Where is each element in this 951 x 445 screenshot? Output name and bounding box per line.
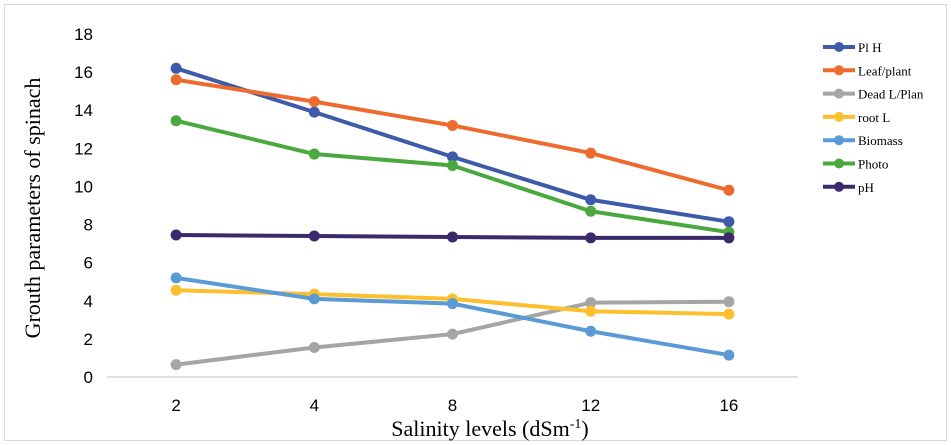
legend-item: Biomass [823,133,903,148]
series-1 [170,74,735,196]
legend-label: Photo [858,157,888,172]
data-point [723,296,735,308]
legend-item: Leaf/plant [823,63,912,78]
data-point [308,230,320,242]
x-tick-label: 8 [448,396,457,415]
data-point [308,341,320,353]
data-point [170,272,182,284]
legend-swatch-marker [834,88,844,99]
y-tick-label: 10 [74,177,93,196]
data-point [308,106,320,118]
data-point [723,349,735,361]
y-tick-label: 4 [84,292,93,311]
x-axis-title-superscript: -1 [570,417,582,432]
legend-item: Pl H [823,40,881,55]
data-point [585,297,597,309]
x-tick-label: 12 [581,396,600,415]
legend-label: Pl H [858,40,881,55]
data-point [723,216,735,228]
x-axis: 2 4 8 12 16 [107,376,798,415]
data-point [170,74,182,86]
y-axis-title: Grouth parameters of spinach [20,78,45,339]
data-point [447,119,458,131]
series-layer [170,62,735,371]
data-point [308,96,320,108]
data-point [308,293,320,305]
data-point [308,148,320,160]
legend-swatch-marker [834,65,844,76]
data-point [723,232,735,244]
x-tick-label: 4 [310,396,319,415]
data-point [585,232,597,244]
legend-item: root L [823,110,890,125]
x-axis-title-main: Salinity levels (dSm [391,416,569,441]
y-tick-label: 14 [74,101,93,120]
y-tick-label: 2 [84,330,93,349]
y-tick-label: 16 [74,63,93,82]
legend-swatch-marker [834,158,844,169]
data-point [170,359,182,371]
series-2 [170,296,735,371]
data-point [585,305,597,317]
y-tick-label: 0 [84,368,93,387]
chart-frame [4,4,947,441]
legend-label: Dead L/Plan [858,87,924,102]
data-point [170,62,182,74]
data-point [585,147,597,159]
legend-item: Dead L/Plan [823,87,924,102]
legend-item: pH [823,180,874,195]
data-point [585,194,597,206]
series-0 [170,62,735,228]
data-point [447,159,458,171]
y-tick-label: 8 [84,216,93,235]
legend-item: Photo [823,157,888,172]
y-tick-label: 12 [74,139,93,158]
legend-label: root L [858,110,890,125]
legend-label: Leaf/plant [858,63,912,78]
x-tick-label: 16 [719,396,738,415]
y-axis: 0 2 4 6 8 10 12 14 16 18 [74,25,93,387]
series-4 [170,272,735,361]
series-line [174,275,731,358]
series-6 [170,229,735,244]
x-axis-title-end: ) [581,416,588,441]
y-tick-label: 6 [84,254,93,273]
x-axis-title: Salinity levels (dSm-1) [391,416,588,441]
data-point [723,308,735,320]
legend-swatch-marker [834,42,844,52]
data-point [447,328,458,340]
legend-swatch-marker [834,111,844,122]
legend-swatch-marker [834,181,844,192]
data-point [585,205,597,217]
legend: Pl H Leaf/plant Dead L/Plan root L Biomass Ph… [823,40,924,195]
data-point [170,284,182,296]
data-point [447,151,458,163]
x-tick-label: 2 [171,396,180,415]
data-point [170,115,182,127]
series-line [174,118,731,235]
y-tick-label: 18 [74,25,93,44]
legend-label: pH [858,180,874,195]
data-point [585,325,597,337]
legend-swatch-marker [834,135,844,146]
data-point [447,231,458,243]
legend-label: Biomass [858,133,903,148]
data-point [723,184,735,196]
series-5 [170,115,735,238]
data-point [447,298,458,310]
data-point [170,229,182,241]
